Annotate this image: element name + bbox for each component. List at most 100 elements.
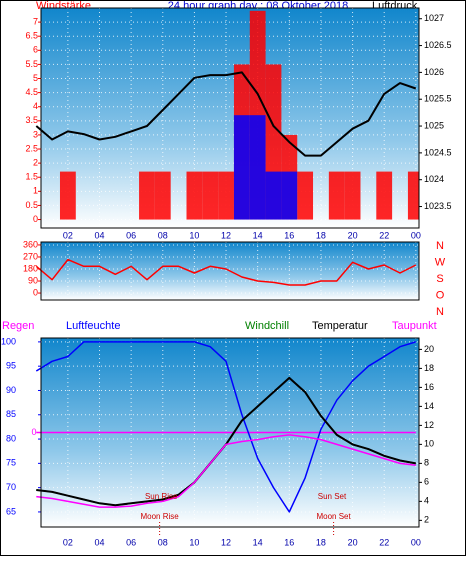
wind-bar bbox=[139, 171, 155, 220]
x-tick-label: 16 bbox=[284, 230, 294, 240]
y-tick-label: 6 bbox=[33, 45, 38, 55]
pressure-label: Luftdruck bbox=[372, 0, 418, 12]
x-tick-label: 08 bbox=[158, 230, 168, 240]
wind-bar bbox=[202, 171, 219, 220]
x-tick-label: 14 bbox=[253, 230, 263, 240]
x-tick-label: 02 bbox=[63, 230, 73, 240]
legend-entry: Windchill bbox=[245, 320, 289, 332]
legend-entry: Temperatur bbox=[312, 320, 368, 332]
y2-tick-label: 1024.5 bbox=[424, 147, 452, 157]
wind-bar bbox=[249, 115, 266, 220]
y2-tick-label: 2 bbox=[424, 515, 429, 525]
compass-label: W bbox=[435, 256, 446, 268]
wind-label: Windstärke bbox=[36, 0, 91, 12]
x-tick-label: 18 bbox=[316, 537, 326, 547]
annotation: Sun Rise bbox=[145, 492, 178, 501]
x-tick-label: 06 bbox=[126, 537, 136, 547]
annotation: Moon Set bbox=[316, 512, 351, 521]
y-tick-label: 95 bbox=[6, 361, 16, 371]
x-tick-label: 02 bbox=[63, 537, 73, 547]
y-tick-label: 360 bbox=[23, 239, 38, 249]
y-tick-label: 4.5 bbox=[25, 87, 38, 97]
chart-title: 24 hour graph day : 08 Oktober 2018 bbox=[168, 0, 348, 12]
x-tick-label: 10 bbox=[189, 537, 199, 547]
y2-tick-label: 1024 bbox=[424, 174, 444, 184]
wind-bar bbox=[344, 171, 361, 220]
wind-bar bbox=[265, 171, 282, 220]
wind-bar bbox=[218, 171, 234, 220]
annotation: Sun Set bbox=[318, 492, 347, 501]
x-tick-label: 04 bbox=[95, 537, 105, 547]
y-tick-label: 90 bbox=[6, 385, 16, 395]
compass-label: N bbox=[436, 306, 444, 318]
wind-bar bbox=[407, 171, 419, 220]
wind-bar bbox=[281, 171, 298, 220]
wind-bar bbox=[233, 115, 250, 220]
x-tick-label: 04 bbox=[95, 230, 105, 240]
y-tick-label: 100 bbox=[1, 336, 16, 346]
y-tick-label: 3.5 bbox=[25, 115, 38, 125]
y-tick-label: 7 bbox=[33, 16, 38, 26]
y-tick-label: 65 bbox=[6, 506, 16, 516]
plot-frame bbox=[40, 241, 420, 301]
y2-tick-label: 10 bbox=[424, 439, 434, 449]
y-tick-label: 5 bbox=[33, 73, 38, 83]
y-tick-label: 2.5 bbox=[25, 143, 38, 153]
compass-label: S bbox=[436, 273, 443, 285]
x-tick-label: 22 bbox=[379, 230, 389, 240]
wind-bar bbox=[186, 171, 203, 220]
wind-bar bbox=[154, 171, 171, 220]
x-tick-label: 10 bbox=[189, 230, 199, 240]
x-tick-label: 20 bbox=[348, 230, 358, 240]
y2-tick-label: 6 bbox=[424, 477, 429, 487]
x-tick-label: 00 bbox=[411, 537, 421, 547]
y2-tick-label: 1025 bbox=[424, 120, 444, 130]
compass-label: O bbox=[436, 289, 445, 301]
y-tick-label: 4 bbox=[33, 101, 38, 111]
series-line bbox=[35, 341, 417, 513]
y-tick-label: 80 bbox=[6, 433, 16, 443]
y2-tick-label: 18 bbox=[424, 363, 434, 373]
y2-tick-label: 14 bbox=[424, 401, 434, 411]
y2-tick-label: 16 bbox=[424, 382, 434, 392]
y-tick-label: 0.5 bbox=[25, 200, 38, 210]
y2-tick-label: 8 bbox=[424, 458, 429, 468]
y-tick-label: 180 bbox=[23, 263, 38, 273]
wind-bar bbox=[328, 171, 345, 220]
y-tick-label: 75 bbox=[6, 458, 16, 468]
y-tick-label: 85 bbox=[6, 409, 16, 419]
y2-tick-label: 1023.5 bbox=[424, 201, 452, 211]
y2-tick-label: 4 bbox=[424, 496, 429, 506]
x-tick-label: 12 bbox=[221, 230, 231, 240]
y2-tick-label: 1026.5 bbox=[424, 40, 452, 50]
plot-frame bbox=[40, 337, 420, 528]
x-tick-label: 22 bbox=[379, 537, 389, 547]
y-tick-label: 90 bbox=[28, 275, 38, 285]
legend-entry: Regen bbox=[2, 320, 34, 332]
y-tick-label: 3 bbox=[33, 129, 38, 139]
x-tick-label: 06 bbox=[126, 230, 136, 240]
x-tick-label: 00 bbox=[411, 230, 421, 240]
y-tick-label: 1.5 bbox=[25, 172, 38, 182]
x-tick-label: 16 bbox=[284, 537, 294, 547]
series-line bbox=[35, 71, 417, 157]
y-tick-label: 2 bbox=[33, 158, 38, 168]
annotation: Moon Rise bbox=[140, 512, 179, 521]
y-tick-label: 70 bbox=[6, 482, 16, 492]
x-tick-label: 14 bbox=[253, 537, 263, 547]
x-tick-label: 12 bbox=[221, 537, 231, 547]
legend-entry: Luftfeuchte bbox=[66, 320, 120, 332]
plot-frame bbox=[40, 7, 420, 229]
y-tick-label: 5.5 bbox=[25, 59, 38, 69]
y3-tick-label: 0 bbox=[31, 427, 36, 437]
legend-entry: Taupunkt bbox=[392, 320, 437, 332]
series-line bbox=[35, 258, 417, 286]
x-tick-label: 20 bbox=[348, 537, 358, 547]
y-tick-label: 6.5 bbox=[25, 31, 38, 41]
x-tick-label: 08 bbox=[158, 537, 168, 547]
y-tick-label: 0 bbox=[33, 287, 38, 297]
y2-tick-label: 12 bbox=[424, 420, 434, 430]
y2-tick-label: 1027 bbox=[424, 13, 444, 23]
wind-bar bbox=[297, 171, 314, 220]
